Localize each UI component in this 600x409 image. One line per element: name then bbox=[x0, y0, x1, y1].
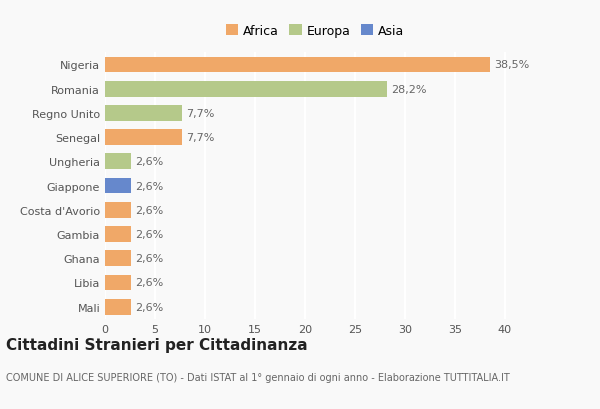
Text: 2,6%: 2,6% bbox=[135, 254, 163, 263]
Text: 2,6%: 2,6% bbox=[135, 302, 163, 312]
Text: 2,6%: 2,6% bbox=[135, 229, 163, 239]
Bar bbox=[105, 81, 387, 97]
Text: Cittadini Stranieri per Cittadinanza: Cittadini Stranieri per Cittadinanza bbox=[6, 337, 308, 353]
Text: 7,7%: 7,7% bbox=[186, 133, 214, 143]
Text: COMUNE DI ALICE SUPERIORE (TO) - Dati ISTAT al 1° gennaio di ogni anno - Elabora: COMUNE DI ALICE SUPERIORE (TO) - Dati IS… bbox=[6, 372, 510, 382]
Text: 2,6%: 2,6% bbox=[135, 157, 163, 167]
Bar bbox=[105, 106, 182, 121]
Bar bbox=[105, 227, 131, 242]
Text: 2,6%: 2,6% bbox=[135, 205, 163, 215]
Bar bbox=[105, 178, 131, 194]
Text: 38,5%: 38,5% bbox=[494, 60, 529, 70]
Bar bbox=[105, 251, 131, 266]
Text: 2,6%: 2,6% bbox=[135, 278, 163, 288]
Bar bbox=[105, 57, 490, 73]
Text: 7,7%: 7,7% bbox=[186, 109, 214, 119]
Text: 28,2%: 28,2% bbox=[391, 84, 427, 94]
Text: 2,6%: 2,6% bbox=[135, 181, 163, 191]
Legend: Africa, Europa, Asia: Africa, Europa, Asia bbox=[222, 21, 408, 42]
Bar bbox=[105, 202, 131, 218]
Bar bbox=[105, 275, 131, 291]
Bar bbox=[105, 299, 131, 315]
Bar bbox=[105, 154, 131, 170]
Bar bbox=[105, 130, 182, 146]
